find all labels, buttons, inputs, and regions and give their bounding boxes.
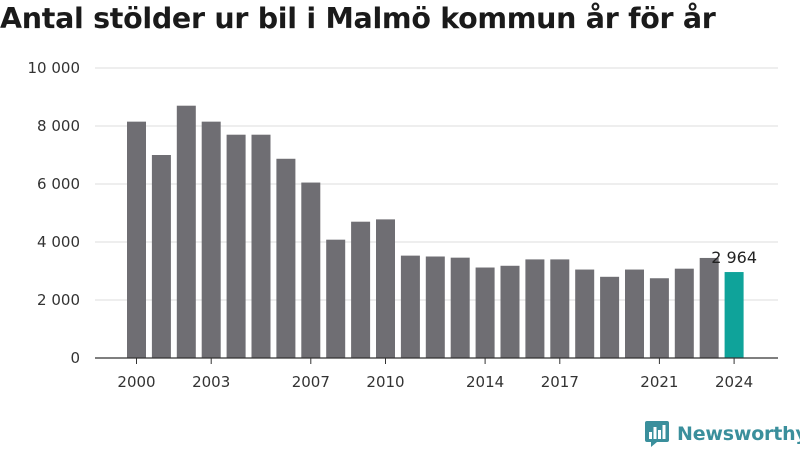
bar — [475, 267, 495, 358]
y-tick-label: 6 000 — [37, 175, 80, 193]
bar — [127, 121, 146, 359]
bar — [326, 239, 346, 358]
bar — [450, 257, 470, 358]
bar — [525, 259, 545, 358]
x-tick-label: 2010 — [366, 373, 404, 391]
bar — [425, 256, 445, 358]
bar — [649, 278, 669, 358]
bar — [600, 276, 620, 358]
bar-highlight — [724, 272, 744, 358]
bar — [276, 158, 296, 358]
bar — [226, 134, 246, 358]
bar — [550, 259, 570, 358]
y-tick-label: 10 000 — [28, 59, 81, 77]
bar — [351, 221, 371, 358]
bar — [251, 134, 271, 358]
x-tick-label: 2003 — [192, 373, 230, 391]
newsworthy-chart-bubble-icon — [645, 421, 669, 447]
bar — [500, 265, 520, 358]
x-tick-label: 2021 — [640, 373, 678, 391]
bar — [201, 121, 221, 359]
bar — [575, 269, 595, 358]
chart-title: Antal stölder ur bil i Malmö kommun år f… — [0, 2, 716, 35]
bars — [127, 105, 744, 359]
y-tick-label: 4 000 — [37, 233, 80, 251]
x-tick-label: 2000 — [117, 373, 155, 391]
x-axis-ticks: 2000 2003 2007 2010 2014 2017 2021 2024 — [117, 358, 753, 391]
bar — [674, 268, 694, 358]
x-tick-label: 2024 — [715, 373, 753, 391]
y-tick-label: 0 — [70, 349, 80, 367]
x-tick-label: 2014 — [466, 373, 504, 391]
bar — [625, 269, 644, 358]
y-axis-ticks: 0 2 000 4 000 6 000 8 000 10 000 — [28, 59, 81, 367]
y-tick-label: 2 000 — [37, 291, 80, 309]
data-labels: 2 964 — [711, 248, 757, 267]
x-tick-label: 2017 — [541, 373, 579, 391]
newsworthy-logo: Newsworthy — [644, 420, 800, 448]
bar — [400, 255, 420, 358]
bar — [301, 182, 321, 358]
bar — [151, 155, 171, 358]
x-tick-label: 2007 — [292, 373, 330, 391]
brand-name: Newsworthy — [677, 423, 800, 445]
y-tick-label: 8 000 — [37, 117, 80, 135]
bar — [176, 105, 196, 358]
bar — [699, 257, 719, 358]
bar — [376, 219, 395, 358]
data-label-2024: 2 964 — [711, 248, 757, 267]
